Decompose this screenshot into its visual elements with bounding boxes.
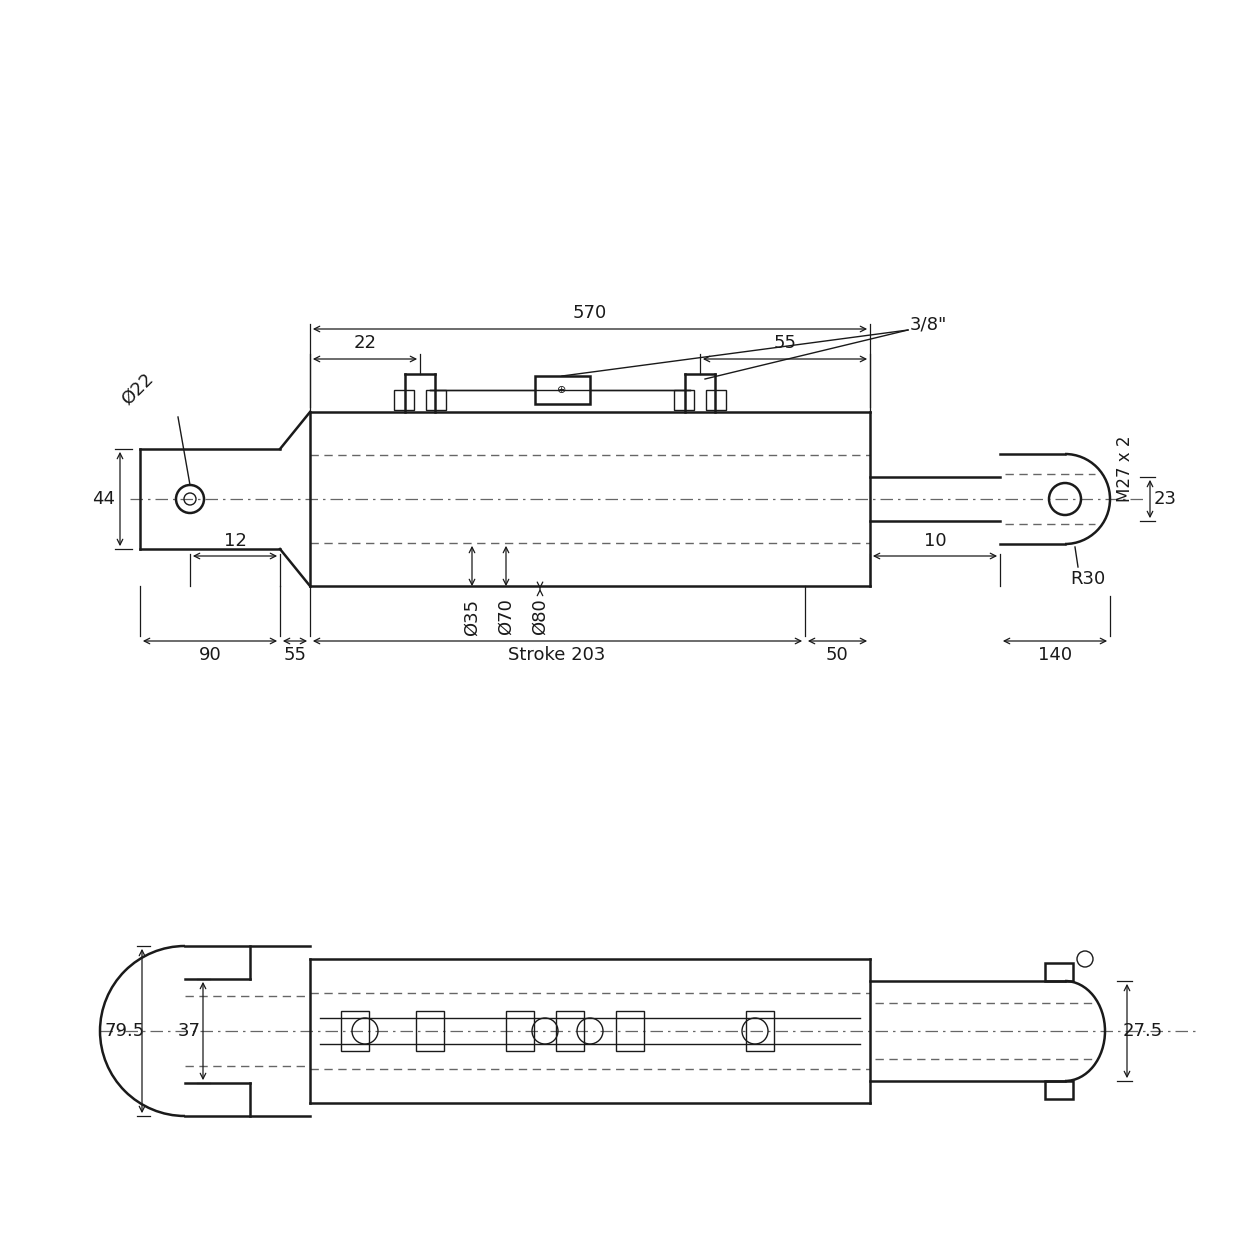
Text: 3/8": 3/8"	[910, 315, 947, 332]
Text: 44: 44	[92, 490, 116, 507]
Bar	[535, 376, 590, 404]
Bar	[341, 1011, 369, 1051]
Bar	[506, 1011, 534, 1051]
Text: 55: 55	[283, 646, 306, 663]
Bar	[674, 390, 694, 410]
Text: M27 x 2: M27 x 2	[1115, 436, 1134, 502]
Text: Ø22: Ø22	[118, 369, 157, 408]
Text: 140: 140	[1037, 646, 1073, 663]
Bar	[1045, 1081, 1073, 1099]
Text: R30: R30	[1070, 570, 1105, 588]
Bar	[556, 1011, 584, 1051]
Text: Ø80: Ø80	[531, 598, 549, 636]
Bar	[616, 1011, 645, 1051]
Text: 27.5: 27.5	[1123, 1022, 1163, 1040]
Text: ⊕: ⊕	[558, 385, 567, 395]
Bar	[747, 1011, 774, 1051]
Text: Ø35: Ø35	[463, 598, 481, 636]
Bar	[394, 390, 414, 410]
Bar	[1045, 963, 1073, 981]
Text: 12: 12	[224, 533, 247, 550]
Text: Stroke 203: Stroke 203	[509, 646, 606, 663]
Text: 37: 37	[178, 1022, 200, 1040]
Text: 570: 570	[573, 303, 607, 322]
Text: 23: 23	[1153, 490, 1176, 507]
Text: 55: 55	[773, 334, 797, 353]
Bar	[426, 390, 446, 410]
Text: 90: 90	[199, 646, 222, 663]
Text: 22: 22	[354, 334, 376, 353]
Text: Ø70: Ø70	[497, 598, 515, 636]
Text: 79.5: 79.5	[104, 1022, 145, 1040]
Text: 50: 50	[826, 646, 849, 663]
Bar	[415, 1011, 444, 1051]
Bar	[706, 390, 726, 410]
Text: 10: 10	[924, 533, 947, 550]
